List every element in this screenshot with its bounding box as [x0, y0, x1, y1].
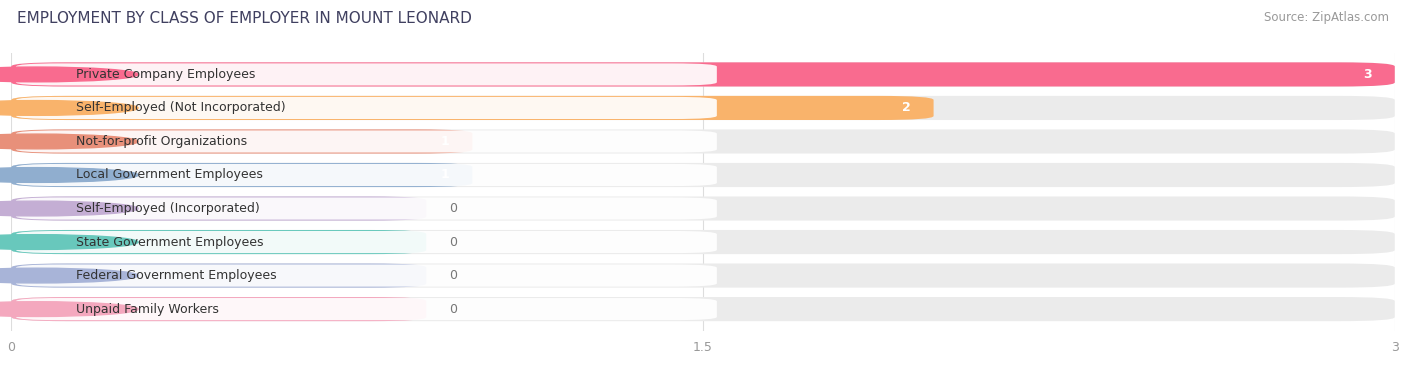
- Text: Self-Employed (Not Incorporated): Self-Employed (Not Incorporated): [76, 102, 285, 114]
- Circle shape: [0, 235, 138, 249]
- FancyBboxPatch shape: [11, 96, 934, 120]
- Text: 2: 2: [901, 102, 911, 114]
- FancyBboxPatch shape: [11, 129, 472, 153]
- FancyBboxPatch shape: [11, 196, 1395, 221]
- FancyBboxPatch shape: [11, 230, 426, 254]
- Circle shape: [0, 100, 138, 115]
- Circle shape: [0, 67, 138, 82]
- Text: Unpaid Family Workers: Unpaid Family Workers: [76, 303, 219, 315]
- FancyBboxPatch shape: [11, 163, 1395, 187]
- FancyBboxPatch shape: [15, 64, 717, 85]
- Circle shape: [0, 134, 138, 149]
- FancyBboxPatch shape: [11, 297, 1395, 321]
- Text: 0: 0: [450, 202, 457, 215]
- FancyBboxPatch shape: [15, 298, 717, 320]
- Text: State Government Employees: State Government Employees: [76, 235, 263, 249]
- Text: 3: 3: [1362, 68, 1372, 81]
- FancyBboxPatch shape: [15, 197, 717, 220]
- Text: Self-Employed (Incorporated): Self-Employed (Incorporated): [76, 202, 260, 215]
- Text: Not-for-profit Organizations: Not-for-profit Organizations: [76, 135, 247, 148]
- Circle shape: [0, 168, 138, 182]
- FancyBboxPatch shape: [11, 96, 1395, 120]
- FancyBboxPatch shape: [11, 129, 1395, 153]
- Text: Local Government Employees: Local Government Employees: [76, 168, 263, 182]
- Text: 1: 1: [440, 135, 450, 148]
- Text: 0: 0: [450, 303, 457, 315]
- Circle shape: [0, 302, 138, 317]
- FancyBboxPatch shape: [15, 97, 717, 119]
- FancyBboxPatch shape: [15, 231, 717, 253]
- Text: Source: ZipAtlas.com: Source: ZipAtlas.com: [1264, 11, 1389, 24]
- FancyBboxPatch shape: [11, 264, 1395, 288]
- FancyBboxPatch shape: [15, 164, 717, 186]
- FancyBboxPatch shape: [15, 130, 717, 153]
- FancyBboxPatch shape: [11, 297, 426, 321]
- FancyBboxPatch shape: [11, 163, 472, 187]
- FancyBboxPatch shape: [11, 62, 1395, 86]
- Text: 0: 0: [450, 235, 457, 249]
- FancyBboxPatch shape: [11, 196, 426, 221]
- FancyBboxPatch shape: [11, 230, 1395, 254]
- Text: 0: 0: [450, 269, 457, 282]
- FancyBboxPatch shape: [11, 264, 426, 288]
- Text: Private Company Employees: Private Company Employees: [76, 68, 254, 81]
- FancyBboxPatch shape: [11, 62, 1395, 86]
- Text: 1: 1: [440, 168, 450, 182]
- Circle shape: [0, 201, 138, 216]
- Text: EMPLOYMENT BY CLASS OF EMPLOYER IN MOUNT LEONARD: EMPLOYMENT BY CLASS OF EMPLOYER IN MOUNT…: [17, 11, 472, 26]
- FancyBboxPatch shape: [15, 264, 717, 287]
- Text: Federal Government Employees: Federal Government Employees: [76, 269, 277, 282]
- Circle shape: [0, 268, 138, 283]
